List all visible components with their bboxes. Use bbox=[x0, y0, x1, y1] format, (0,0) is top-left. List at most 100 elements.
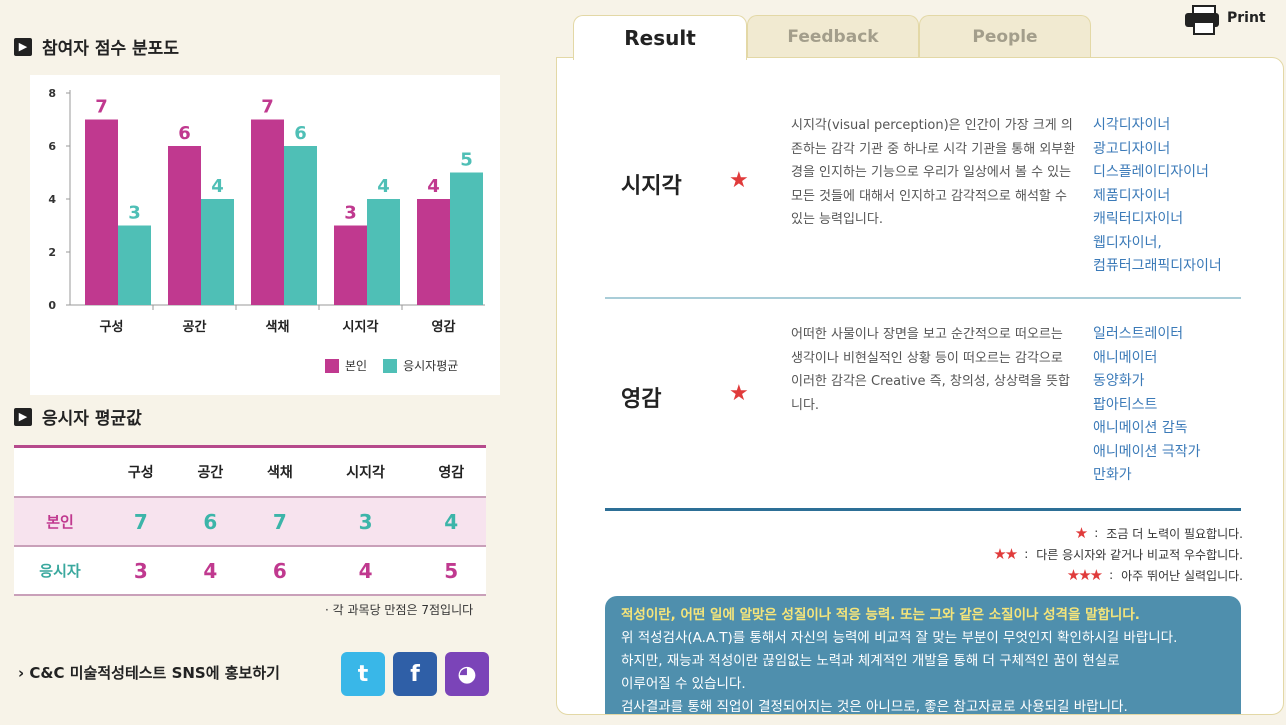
star-icon: ★★ bbox=[993, 545, 1018, 563]
job-link[interactable]: 제품디자이너 bbox=[1093, 187, 1171, 204]
avg-title: 응시자 평균값 bbox=[42, 409, 142, 429]
job-link[interactable]: 웹디자이너, bbox=[1093, 234, 1162, 251]
data-label: 7 bbox=[261, 97, 274, 118]
star-legend-text: 다른 응시자와 같거나 비교적 우수합니다. bbox=[1036, 547, 1243, 562]
y-tick-label: 8 bbox=[48, 87, 56, 100]
job-link[interactable]: 팝아티스트 bbox=[1093, 396, 1158, 413]
table-header: 구성 bbox=[106, 445, 176, 498]
legend-swatch-avg bbox=[383, 358, 398, 373]
bar bbox=[85, 119, 118, 305]
tab-people[interactable]: People bbox=[919, 15, 1091, 58]
star-legend-text: 아주 뛰어난 실력입니다. bbox=[1121, 568, 1243, 583]
chevron-right-icon: ▶ bbox=[14, 37, 32, 56]
y-tick-label: 0 bbox=[48, 299, 56, 312]
job-link[interactable]: 디스플레이디자이너 bbox=[1093, 164, 1209, 180]
star-icon: ★ bbox=[1074, 524, 1089, 542]
table-cell: 6 bbox=[175, 497, 246, 547]
table-cell: 7 bbox=[245, 497, 315, 547]
aptitude-info-box: 적성이란, 어떤 일에 알맞은 성질이나 적응 능력. 또는 그와 같은 소질이… bbox=[605, 596, 1241, 715]
result-row-visual: 시지각 ★ 시지각(visual perception)은 인간이 가장 크게 … bbox=[605, 112, 1241, 297]
info-headline: 적성이란, 어떤 일에 알맞은 성질이나 적응 능력. 또는 그와 같은 소질이… bbox=[621, 607, 1140, 623]
chevron-right-icon: › bbox=[18, 664, 25, 682]
result-description: 시지각(visual perception)은 인간이 가장 크게 의존하는 감… bbox=[791, 118, 1076, 227]
y-tick-label: 6 bbox=[48, 140, 56, 153]
divider bbox=[605, 297, 1241, 299]
info-line: 검사결과를 통해 직업이 결정되어지는 것은 아니므로, 좋은 참고자료로 사용… bbox=[621, 699, 1128, 715]
kakaostory-icon: ◕ bbox=[457, 661, 477, 687]
table-header: 공간 bbox=[175, 445, 246, 498]
star-legend-item: ★★★: 아주 뛰어난 실력입니다. bbox=[1066, 566, 1243, 584]
table-header: 시지각 bbox=[314, 445, 417, 498]
x-tick-label: 공간 bbox=[183, 319, 207, 335]
average-table: 구성 공간 색채 시지각 영감 본인 7 6 7 3 4 응시자 3 4 6 4… bbox=[14, 445, 486, 596]
data-label: 5 bbox=[460, 150, 473, 171]
tab-feedback[interactable]: Feedback bbox=[747, 15, 919, 58]
table-cell: 7 bbox=[106, 497, 176, 547]
tab-result[interactable]: Result bbox=[573, 15, 747, 60]
row-label: 본인 bbox=[14, 497, 106, 547]
table-header: 영감 bbox=[416, 445, 486, 498]
score-chart: 0 2 4 6 8 7 3 구성 6 4 공간 7 6 색채 3 4 시지각 4 5 영감 bbox=[30, 75, 500, 395]
job-list: 일러스트레이터 애니메이터 동양화가 팝아티스트 애니메이션 감독 애니메이션 … bbox=[1093, 323, 1201, 488]
table-cell: 4 bbox=[314, 546, 417, 596]
print-label: Print bbox=[1227, 10, 1266, 26]
star-icon: ★ bbox=[729, 381, 749, 406]
job-link[interactable]: 애니메이션 감독 bbox=[1093, 420, 1188, 436]
y-tick-label: 2 bbox=[48, 246, 56, 259]
job-link[interactable]: 시각디자이너 bbox=[1093, 117, 1171, 133]
legend-swatch-me bbox=[325, 358, 339, 373]
print-button[interactable]: Print bbox=[1185, 5, 1266, 35]
table-row-me: 본인 7 6 7 3 4 bbox=[14, 497, 486, 547]
table-cell: 4 bbox=[175, 546, 246, 596]
bar bbox=[334, 225, 367, 305]
data-label: 3 bbox=[344, 203, 357, 224]
data-label: 7 bbox=[95, 97, 108, 118]
table-cell: 3 bbox=[314, 497, 417, 547]
sns-promo-text: C&C 미술적성테스트 SNS에 홍보하기 bbox=[29, 664, 280, 682]
bar bbox=[251, 119, 284, 305]
data-label: 4 bbox=[211, 176, 224, 197]
kakaostory-button[interactable]: ◕ bbox=[445, 652, 489, 696]
legend-label-avg: 응시자평균 bbox=[403, 359, 459, 373]
x-tick-label: 색채 bbox=[266, 320, 290, 335]
twitter-button[interactable]: t bbox=[341, 652, 385, 696]
sns-promo: › C&C 미술적성테스트 SNS에 홍보하기 bbox=[18, 662, 280, 683]
job-list: 시각디자이너 광고디자이너 디스플레이디자이너 제품디자이너 캐릭터디자이너 웹… bbox=[1093, 114, 1222, 279]
info-line: 이루어질 수 있습니다. bbox=[621, 676, 746, 692]
job-link[interactable]: 애니메이션 극작가 bbox=[1093, 443, 1201, 460]
table-header-row: 구성 공간 색채 시지각 영감 bbox=[14, 445, 486, 498]
facebook-button[interactable]: f bbox=[393, 652, 437, 696]
y-tick-label: 4 bbox=[48, 193, 56, 206]
table-header-blank bbox=[14, 445, 106, 498]
result-description: 어떠한 사물이나 장면을 보고 순간적으로 떠오르는 생각이나 비현실적인 상황… bbox=[791, 327, 1070, 413]
max-score-note: · 각 과목당 만점은 7점입니다 bbox=[325, 603, 474, 617]
star-legend-item: ★: 조금 더 노력이 필요합니다. bbox=[1074, 524, 1243, 542]
job-link[interactable]: 애니메이터 bbox=[1093, 349, 1158, 366]
job-link[interactable]: 컴퓨터그래픽디자이너 bbox=[1093, 258, 1222, 274]
data-label: 4 bbox=[377, 176, 390, 197]
data-label: 6 bbox=[178, 123, 191, 144]
bar bbox=[118, 225, 151, 305]
job-link[interactable]: 일러스트레이터 bbox=[1093, 326, 1184, 342]
job-link[interactable]: 만화가 bbox=[1093, 467, 1132, 483]
job-link[interactable]: 광고디자이너 bbox=[1093, 140, 1171, 157]
bar bbox=[201, 199, 234, 305]
data-label: 4 bbox=[427, 176, 440, 197]
facebook-icon: f bbox=[410, 661, 420, 687]
divider bbox=[605, 508, 1241, 511]
table-row-avg: 응시자 3 4 6 4 5 bbox=[14, 546, 486, 596]
result-name: 영감 bbox=[621, 387, 662, 412]
chart-section-title: ▶ 참여자 점수 분포도 bbox=[14, 34, 179, 59]
bar bbox=[284, 146, 317, 305]
bar bbox=[168, 146, 201, 305]
table-cell: 3 bbox=[106, 546, 176, 596]
table-header: 색채 bbox=[245, 445, 315, 498]
x-tick-label: 구성 bbox=[100, 320, 124, 335]
job-link[interactable]: 동양화가 bbox=[1093, 373, 1145, 389]
job-link[interactable]: 캐릭터디자이너 bbox=[1093, 211, 1184, 227]
info-line: 위 적성검사(A.A.T)를 통해서 자신의 능력에 비교적 잘 맞는 부분이 … bbox=[621, 630, 1178, 646]
legend-label-me: 본인 bbox=[345, 359, 368, 373]
legend-item-avg: 응시자평균 bbox=[383, 357, 458, 374]
star-icon: ★★★ bbox=[1066, 566, 1103, 584]
